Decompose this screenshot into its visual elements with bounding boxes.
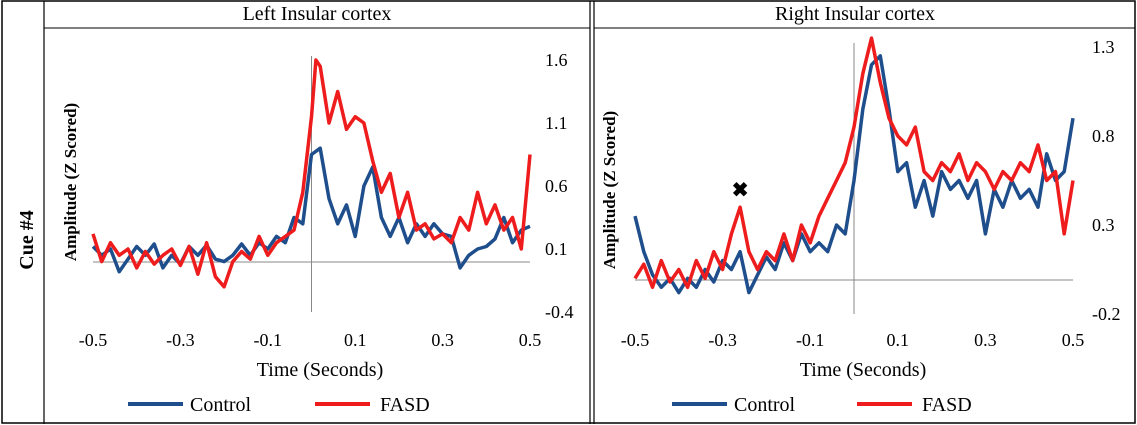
left-x-tick-label: -0.1 [254,330,283,350]
left-series-fasd-line [91,58,532,289]
left-y-tick-label: 0.6 [545,176,568,196]
left-x-tick-label: 0.3 [431,330,454,350]
left-panel-title: Left Insular cortex [243,3,392,25]
right-legend: Control FASD [672,394,972,416]
left-x-tick-labels: -0.5 -0.3 -0.1 0.1 0.3 0.5 [79,330,542,350]
right-x-tick-label: 0.3 [974,330,997,350]
right-annotation-marker: ✖ [732,180,749,202]
left-plot-marks [91,56,532,312]
right-x-tick-label: -0.5 [621,330,650,350]
right-legend-control-label: Control [734,394,796,416]
left-x-axis-label: Time (Seconds) [257,359,383,381]
right-y-axis-label: Amplitude (Z Scored) [600,111,619,269]
right-x-tick-label: -0.1 [796,330,825,350]
left-y-tick-label: 1.6 [545,50,568,70]
left-legend-control-label: Control [190,394,252,416]
right-y-tick-label: 0.3 [1092,215,1115,235]
right-series-fasd-line [633,36,1075,290]
right-panel-title: Right Insular cortex [775,3,935,25]
left-y-axis-label: Amplitude (Z Scored) [61,103,80,261]
right-x-tick-label: -0.3 [708,330,737,350]
left-y-tick-label: -0.4 [545,302,574,322]
left-x-tick-label: 0.5 [519,330,542,350]
left-y-tick-label: 1.1 [545,113,568,133]
left-legend: Control FASD [128,394,430,416]
left-x-tick-label: -0.5 [79,330,108,350]
right-y-tick-label: 0.8 [1092,126,1115,146]
left-legend-fasd-label: FASD [380,394,430,416]
right-x-tick-labels: -0.5 -0.3 -0.1 0.1 0.3 0.5 [621,330,1085,350]
right-panel: Right Insular cortex Amplitude (Z Scored… [594,3,1135,416]
right-y-tick-label: -0.2 [1092,304,1121,324]
left-x-tick-label: -0.3 [166,330,195,350]
left-panel: Left Insular cortex Amplitude (Z Scored)… [44,3,590,416]
right-legend-fasd-label: FASD [922,394,972,416]
right-x-tick-label: 0.5 [1062,330,1085,350]
left-y-tick-labels: -0.4 0.1 0.6 1.1 1.6 [545,50,574,322]
right-plot-marks: ✖ [633,36,1075,314]
left-y-tick-label: 0.1 [545,239,568,259]
left-series-control-line [91,146,531,274]
row-label: Cue #4 [16,210,38,269]
right-y-tick-labels: -0.2 0.3 0.8 1.3 [1092,37,1121,324]
right-y-tick-label: 1.3 [1092,37,1115,57]
right-x-axis-label: Time (Seconds) [800,359,926,381]
left-x-tick-label: 0.1 [344,330,367,350]
right-x-tick-label: 0.1 [887,330,910,350]
